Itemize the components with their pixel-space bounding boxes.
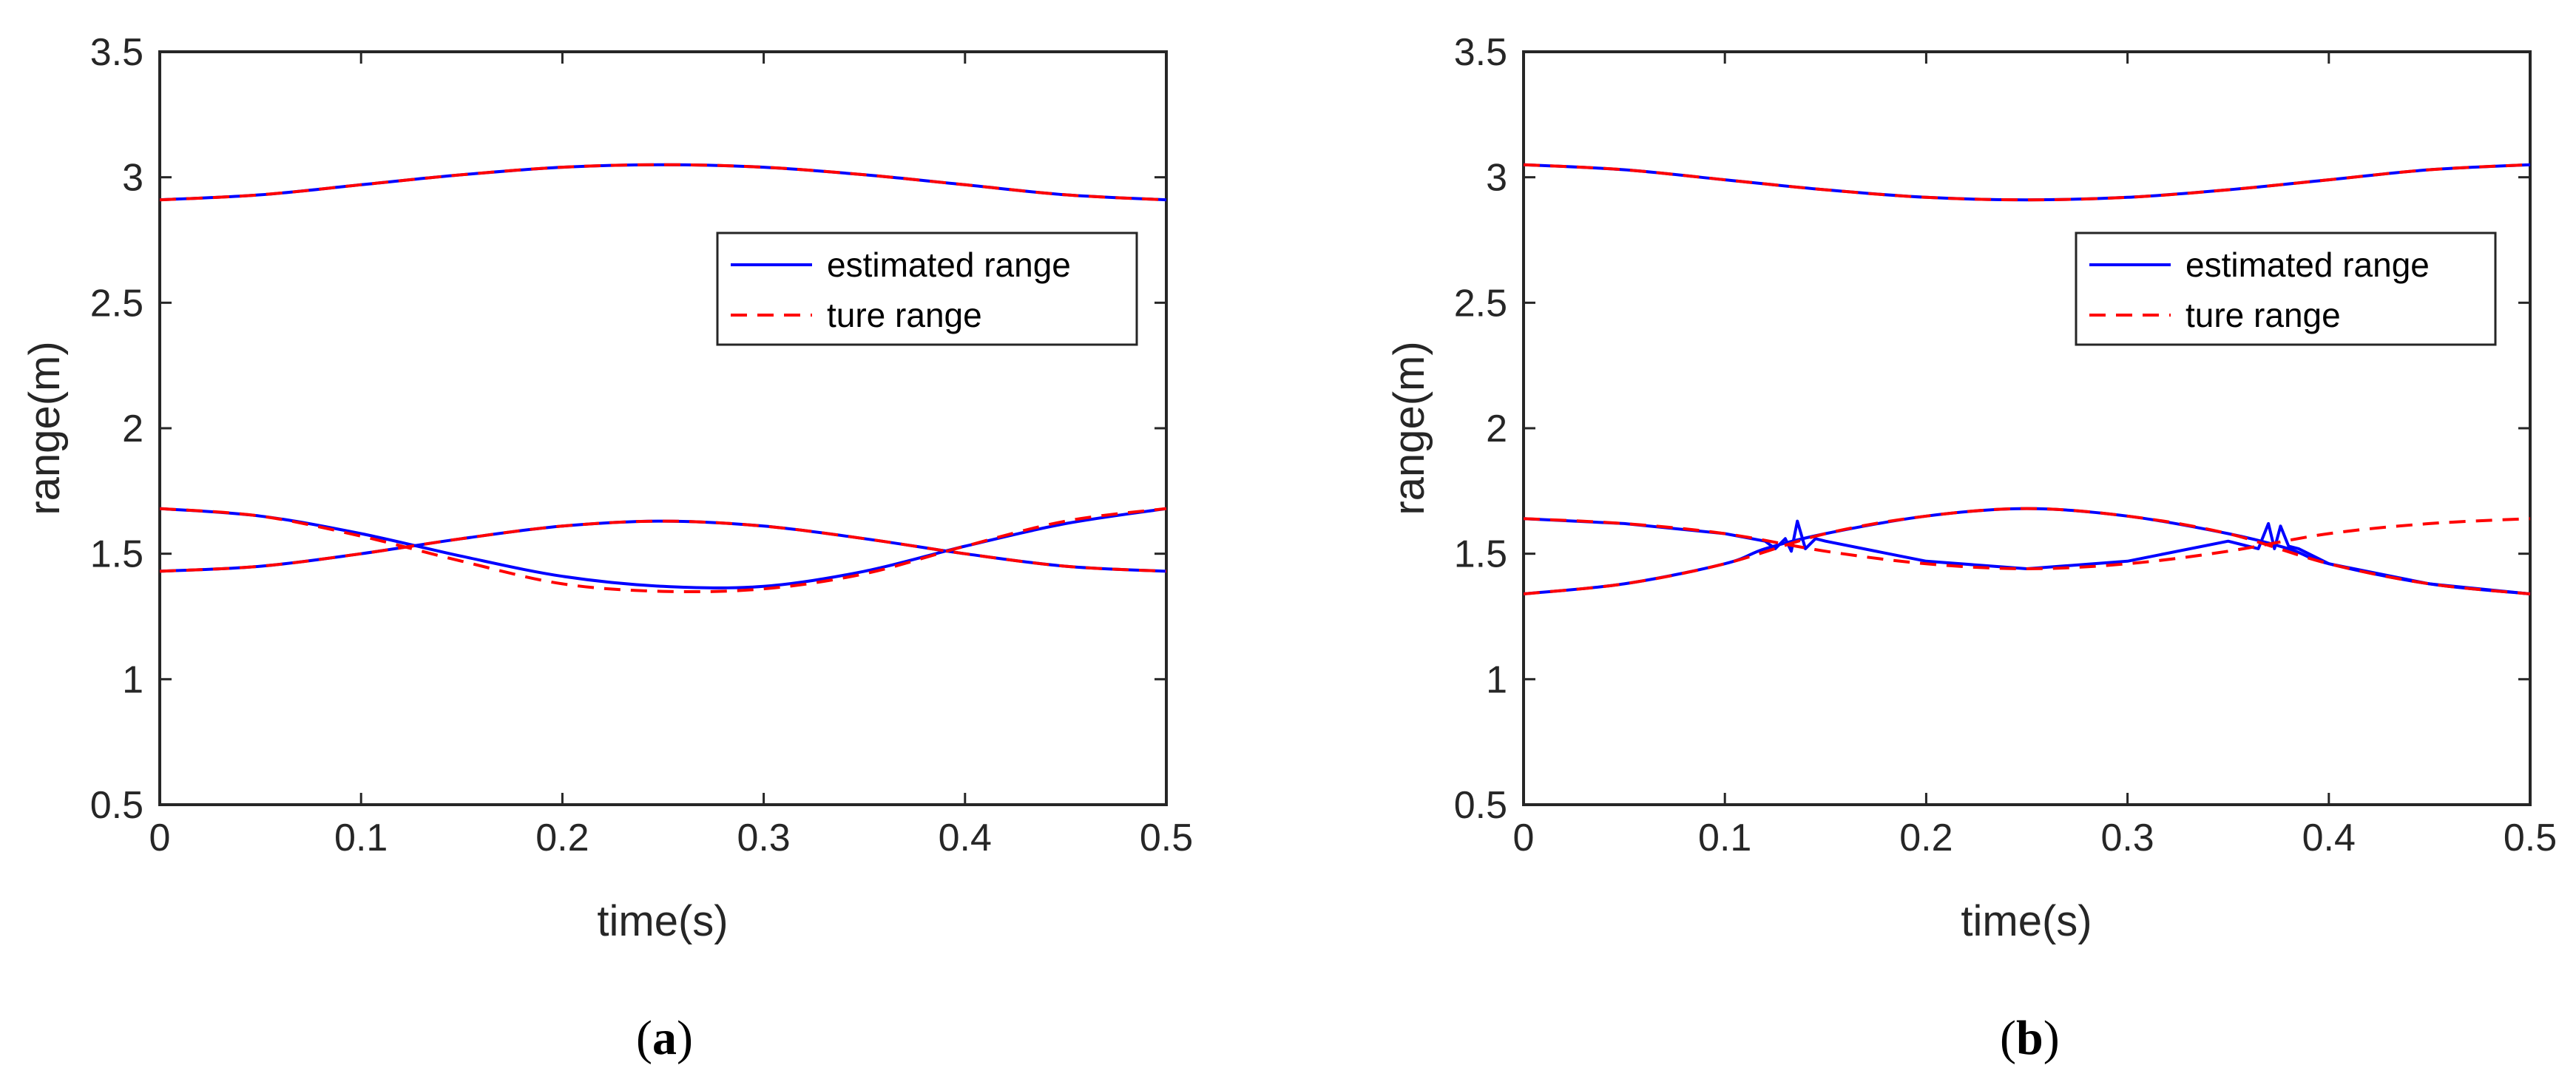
panel-b-ticks: 0 0.1 0.2 0.3 0.4 0.5 0.5 1 1.5 2 2.5 3 3.5 bbox=[1454, 31, 2557, 859]
panel-b-y-tick-label: 2.5 bbox=[1454, 282, 1507, 325]
panel-a-y-tick-label: 3 bbox=[122, 157, 143, 200]
panel-a-y-tick-label: 2 bbox=[122, 408, 143, 450]
panel-b-plot-area bbox=[1522, 50, 2532, 806]
panel-b-true-range-line-3 bbox=[1523, 163, 2531, 202]
panel-a-y-tick-label: 1 bbox=[122, 658, 143, 701]
panel-b-x-tick-label: 0 bbox=[1513, 817, 1535, 859]
panel-b-y-tick-label: 2 bbox=[1486, 408, 1507, 450]
panel-a-y-tick-label: 2.5 bbox=[90, 282, 143, 325]
panel-b-true-range-line-4 bbox=[1523, 517, 2531, 570]
panel-b-legend-estimated-label: estimated range bbox=[2185, 246, 2430, 284]
panel-b-y-tick-label: 3.5 bbox=[1454, 31, 1507, 74]
panel-b-x-tick-label: 0.3 bbox=[2100, 817, 2154, 859]
panel-b-x-tick-label: 0.2 bbox=[1899, 817, 1953, 859]
panel-a-estimated-range-line-1 bbox=[159, 507, 1167, 589]
panel-b-x-axis-label: time(s) bbox=[1961, 897, 2092, 945]
panel-a-legend-estimated-label: estimated range bbox=[827, 246, 1071, 284]
panel-a: 0 0.1 0.2 0.3 0.4 0.5 0.5 1 1.5 2 2.5 3 3.5 estimate… bbox=[21, 31, 1193, 1065]
panel-a-caption: (a) bbox=[636, 1011, 693, 1065]
panel-a-x-tick-label: 0.4 bbox=[939, 817, 992, 859]
panel-b: 0 0.1 0.2 0.3 0.4 0.5 0.5 1 1.5 2 2.5 3 3.5 estimate… bbox=[1385, 31, 2557, 1065]
panel-a-x-tick-label: 0.2 bbox=[535, 817, 589, 859]
panel-a-x-tick-label: 0.3 bbox=[737, 817, 790, 859]
panel-a-x-tick-label: 0 bbox=[149, 817, 171, 859]
panel-b-caption-open: ( bbox=[2000, 1011, 2016, 1065]
panel-a-y-axis-label: range(m) bbox=[21, 341, 69, 515]
panel-a-y-tick-label: 3.5 bbox=[90, 31, 143, 74]
panel-a-x-tick-label: 0.1 bbox=[334, 817, 388, 859]
panel-a-x-axis-label: time(s) bbox=[597, 897, 728, 945]
panel-a-plot-area bbox=[158, 50, 1168, 806]
panel-a-true-range-line-4 bbox=[159, 507, 1167, 594]
panel-b-legend-box bbox=[2075, 231, 2497, 346]
panel-b-legend-true-label: ture range bbox=[2185, 296, 2341, 334]
panel-a-x-tick-label: 0.5 bbox=[1140, 817, 1193, 859]
panel-a-legend-true-label: ture range bbox=[827, 296, 982, 334]
panel-a-legend: estimated range ture range bbox=[716, 231, 1138, 346]
panel-a-true-range-line-5 bbox=[159, 519, 1167, 573]
panel-b-y-tick-label: 1.5 bbox=[1454, 533, 1507, 576]
panel-a-legend-box bbox=[716, 231, 1138, 346]
panel-a-true-range-line-3 bbox=[159, 163, 1167, 202]
panel-b-x-tick-label: 0.1 bbox=[1698, 817, 1751, 859]
panel-b-legend: estimated range ture range bbox=[2075, 231, 2497, 346]
panel-a-caption-close: ) bbox=[677, 1011, 693, 1065]
panel-b-y-tick-label: 3 bbox=[1486, 157, 1507, 200]
panel-b-true-range-line-5 bbox=[1523, 507, 2531, 595]
panel-a-caption-letter: a bbox=[652, 1011, 677, 1065]
panel-b-y-tick-label: 0.5 bbox=[1454, 784, 1507, 827]
panel-b-caption-close: ) bbox=[2043, 1011, 2060, 1065]
panel-a-y-tick-label: 1.5 bbox=[90, 533, 143, 576]
panel-b-x-tick-label: 0.5 bbox=[2504, 817, 2557, 859]
panel-b-x-tick-label: 0.4 bbox=[2302, 817, 2356, 859]
panel-b-y-axis-label: range(m) bbox=[1385, 341, 1433, 515]
panel-a-series bbox=[159, 163, 1167, 594]
panel-a-y-tick-label: 0.5 bbox=[90, 784, 143, 827]
panel-a-caption-open: ( bbox=[636, 1011, 652, 1065]
panel-b-caption: (b) bbox=[2000, 1011, 2060, 1065]
panel-b-caption-letter: b bbox=[2016, 1011, 2043, 1065]
panel-b-series bbox=[1523, 163, 2531, 595]
panel-a-ticks: 0 0.1 0.2 0.3 0.4 0.5 0.5 1 1.5 2 2.5 3 3.5 bbox=[90, 31, 1193, 859]
panel-b-y-tick-label: 1 bbox=[1486, 658, 1507, 701]
